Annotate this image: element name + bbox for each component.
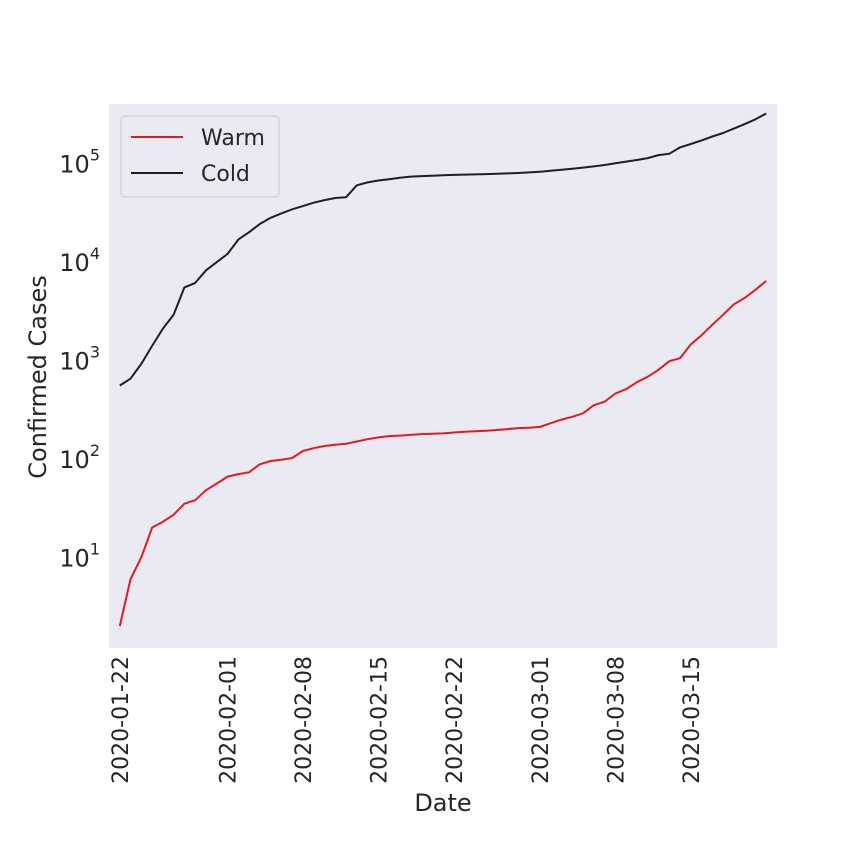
x-tick-label: 2020-03-01	[529, 656, 554, 784]
y-tick-label: 103	[59, 342, 100, 375]
x-axis-label: Date	[414, 789, 471, 817]
y-tick-label: 104	[59, 244, 100, 277]
y-axis-label: Confirmed Cases	[24, 275, 52, 478]
series-line-cold	[119, 112, 767, 387]
y-tick-label: 102	[59, 441, 100, 474]
x-tick-label: 2020-02-08	[292, 656, 317, 784]
x-tick-label: 2020-03-15	[680, 656, 705, 784]
series-line-warm	[118, 280, 767, 627]
legend-label-cold: Cold	[201, 162, 250, 187]
x-tick-label: 2020-03-08	[604, 656, 629, 784]
legend-label-warm: Warm	[201, 126, 265, 151]
x-tick-label: 2020-02-15	[367, 656, 392, 784]
y-tick-label: 101	[59, 539, 100, 572]
y-tick-label: 105	[59, 145, 100, 178]
x-tick-label: 2020-02-22	[443, 656, 468, 784]
x-tick-label: 2020-01-22	[109, 656, 134, 784]
y-tick-labels: 101 102 103 104 105	[59, 145, 100, 572]
x-tick-label: 2020-02-01	[217, 656, 242, 784]
legend: Warm Cold	[120, 115, 280, 198]
series-lines	[118, 112, 767, 627]
x-tick-labels: 2020-01-22 2020-02-01 2020-02-08 2020-02-15…	[109, 656, 705, 784]
